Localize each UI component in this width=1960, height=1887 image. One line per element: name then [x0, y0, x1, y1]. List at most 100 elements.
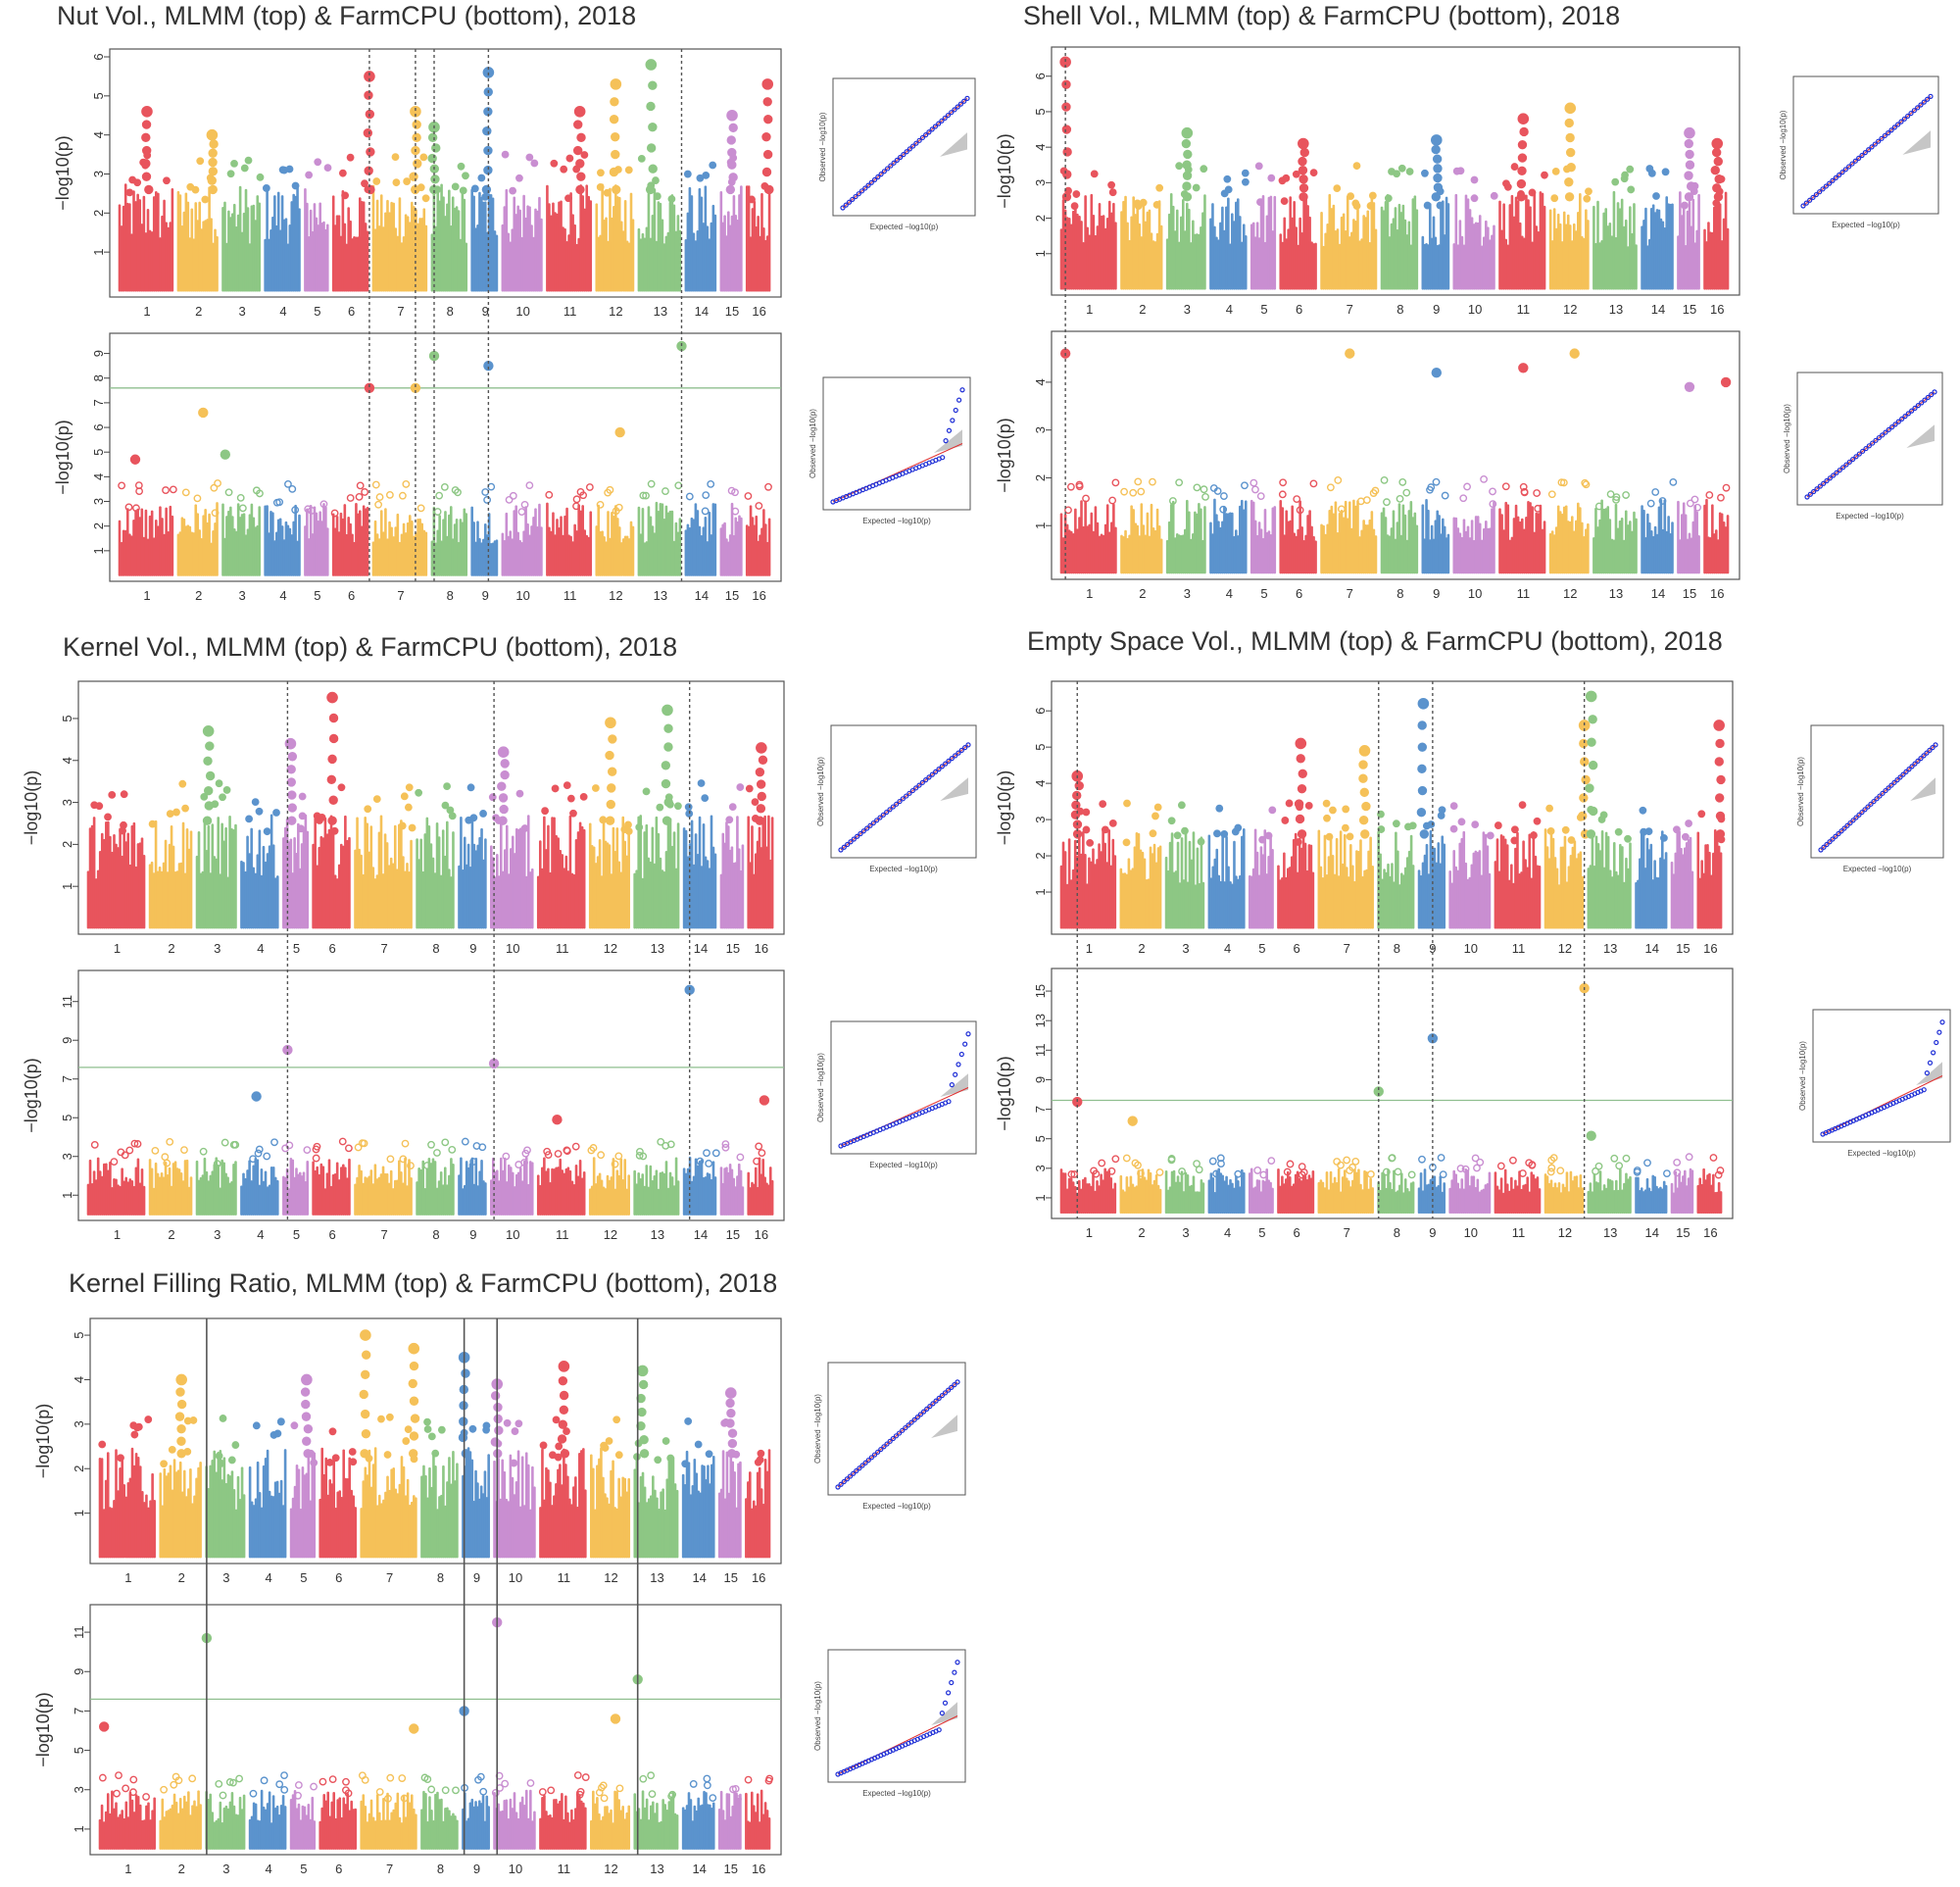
y-axis-label: −log10(p) — [53, 135, 73, 211]
chromosome-11-points — [546, 151, 593, 292]
snp-point — [587, 1146, 596, 1155]
snp-point — [756, 779, 766, 789]
chromosome-13-points — [637, 479, 683, 576]
snp-point — [1530, 831, 1538, 840]
chromosome-label: 7 — [397, 304, 404, 319]
snp-point — [696, 174, 705, 182]
panel-kernel-vol: Kernel Vol., MLMM (top) & FarmCPU (botto… — [63, 632, 677, 662]
chromosome-label: 12 — [1563, 302, 1577, 317]
chromosome-label: 10 — [1464, 941, 1478, 956]
peak-snp — [129, 454, 141, 465]
snp-point — [204, 786, 214, 796]
chromosome-3-points — [205, 1774, 246, 1850]
y-tick-label: 9 — [72, 1668, 86, 1675]
qq-point — [1891, 779, 1897, 785]
snp-point — [1588, 806, 1598, 817]
qq-point — [1934, 1039, 1939, 1046]
snp-point — [420, 1773, 429, 1782]
y-tick-label: 7 — [1033, 1106, 1048, 1113]
snp-point — [345, 1144, 353, 1153]
qq-point — [1880, 790, 1886, 796]
snp-point — [303, 1146, 312, 1155]
chromosome-label: 2 — [1138, 941, 1145, 956]
chromosome-label: 1 — [114, 1227, 121, 1242]
chromosome-label: 15 — [1676, 941, 1690, 956]
snp-point — [1360, 829, 1370, 839]
snp-point — [276, 1417, 285, 1426]
peak-snp — [1684, 381, 1695, 392]
qq-point — [1918, 102, 1924, 108]
snp-point — [128, 175, 137, 184]
snp-point — [1713, 156, 1723, 167]
snp-point — [662, 1437, 670, 1445]
snp-point — [1408, 821, 1417, 830]
chromosome-label: 7 — [397, 588, 404, 603]
y-axis-label: −log10(p) — [33, 1404, 53, 1479]
chromosome-12-points — [1544, 1154, 1585, 1214]
snp-point — [579, 491, 587, 500]
snp-point — [1149, 829, 1157, 838]
qq-point — [1807, 197, 1813, 203]
snp-point — [1326, 483, 1335, 492]
snp-point — [458, 1432, 468, 1443]
peak-snp — [408, 1342, 420, 1355]
snp-point — [310, 1459, 318, 1467]
peak-snp — [206, 128, 219, 141]
snp-point — [1175, 478, 1184, 487]
chromosome-1-points — [86, 1139, 146, 1216]
qq-point — [1877, 793, 1883, 799]
snp-point — [501, 1779, 510, 1788]
chromosome-8-points — [415, 782, 457, 929]
chromosome-12-points — [595, 166, 635, 292]
qq-point — [955, 104, 960, 110]
snp-point — [98, 1773, 107, 1782]
chromosome-label: 4 — [1226, 302, 1233, 317]
snp-point — [1528, 188, 1537, 197]
chromosome-label: 12 — [604, 1227, 617, 1242]
snp-point — [1673, 1168, 1682, 1177]
qq-point — [1803, 200, 1809, 206]
snp-point — [654, 1456, 662, 1465]
snp-point — [1351, 199, 1360, 208]
chromosome-6-points — [1278, 478, 1318, 574]
chromosome-1-points — [1059, 167, 1117, 290]
snp-point — [1197, 837, 1205, 846]
snp-point — [294, 1781, 303, 1789]
chromosome-label: 16 — [1710, 586, 1724, 601]
snp-point — [642, 491, 650, 500]
snp-point — [1082, 825, 1091, 834]
snp-point — [141, 132, 151, 143]
snp-point — [1358, 816, 1369, 825]
snp-point — [1296, 754, 1305, 764]
qq-point — [1886, 426, 1891, 432]
snp-point — [1545, 804, 1554, 813]
snp-point — [386, 1773, 395, 1782]
peak-snp — [1295, 737, 1307, 750]
snp-point — [612, 184, 621, 195]
chromosome-label: 14 — [695, 588, 709, 603]
snp-point — [1517, 140, 1528, 150]
snp-point — [427, 132, 438, 143]
qq-x-label: Expected −log10(p) — [862, 517, 931, 525]
snp-point — [193, 494, 202, 503]
snp-point — [707, 479, 715, 488]
qq-point — [1891, 124, 1897, 130]
snp-point — [252, 1421, 261, 1430]
chromosome-label: 5 — [293, 1227, 300, 1242]
snp-point — [1362, 496, 1371, 504]
snp-point — [725, 1418, 735, 1428]
snp-point — [291, 181, 300, 190]
snp-point — [129, 1775, 138, 1784]
qq-point — [1821, 480, 1827, 486]
snp-point — [639, 491, 648, 500]
snp-point — [1283, 1167, 1292, 1176]
y-tick-label: 9 — [1033, 1076, 1048, 1083]
snp-point — [1473, 1164, 1481, 1172]
qq-point — [1883, 787, 1888, 794]
chromosome-4-points — [240, 798, 280, 929]
peak-snp — [1181, 126, 1194, 139]
qq-point — [1905, 411, 1911, 417]
snp-point — [751, 798, 760, 807]
y-tick-label: 5 — [1033, 108, 1048, 115]
